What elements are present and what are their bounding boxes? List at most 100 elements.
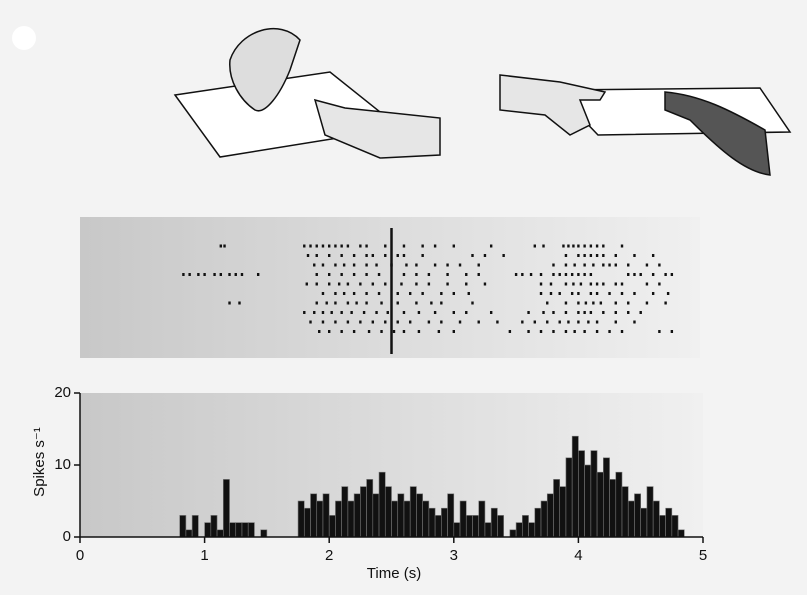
bar	[472, 515, 478, 537]
bar	[423, 501, 429, 537]
spike-tick	[658, 264, 660, 267]
spike-tick	[671, 273, 673, 276]
spike-tick	[608, 330, 610, 333]
bar	[572, 436, 578, 537]
spike-tick	[615, 311, 617, 314]
spike-tick	[546, 302, 548, 305]
bar	[622, 487, 628, 537]
x-tick-label: 4	[574, 547, 582, 564]
spike-tick	[428, 273, 430, 276]
y-axis-label: Spikes s⁻¹	[31, 427, 48, 497]
spike-tick	[478, 321, 480, 324]
spike-tick	[446, 264, 448, 267]
bar	[335, 501, 341, 537]
bar	[641, 508, 647, 537]
spike-tick	[615, 321, 617, 324]
spike-tick	[384, 245, 386, 248]
bar	[510, 530, 516, 537]
spike-tick	[405, 264, 407, 267]
spike-tick	[646, 264, 648, 267]
bar	[205, 523, 211, 537]
spike-tick	[596, 321, 598, 324]
spike-tick	[318, 330, 320, 333]
spike-tick	[602, 283, 604, 286]
spike-tick	[403, 245, 405, 248]
bar	[441, 508, 447, 537]
spike-tick	[577, 273, 579, 276]
spike-tick	[368, 330, 370, 333]
spike-tick	[453, 311, 455, 314]
spike-tick	[415, 273, 417, 276]
spike-tick	[602, 245, 604, 248]
spike-tick	[306, 283, 308, 286]
spike-tick	[380, 302, 382, 305]
spike-tick	[334, 302, 336, 305]
bar	[522, 515, 528, 537]
spike-tick	[343, 264, 345, 267]
bar	[591, 451, 597, 537]
spike-tick	[365, 264, 367, 267]
spike-tick	[446, 283, 448, 286]
spike-tick	[565, 283, 567, 286]
bar	[535, 508, 541, 537]
spike-tick	[375, 311, 377, 314]
bar	[261, 530, 267, 537]
spike-tick	[550, 283, 552, 286]
spike-tick	[577, 245, 579, 248]
spike-tick	[343, 292, 345, 295]
bar	[311, 494, 317, 537]
spike-tick	[459, 321, 461, 324]
spike-tick	[552, 311, 554, 314]
spike-tick	[223, 245, 225, 248]
bar	[547, 494, 553, 537]
spike-tick	[587, 321, 589, 324]
bar	[448, 494, 454, 537]
spike-tick	[438, 330, 440, 333]
spike-tick	[372, 283, 374, 286]
bar	[485, 523, 491, 537]
spike-tick	[573, 264, 575, 267]
spike-tick	[465, 273, 467, 276]
spike-tick	[652, 292, 654, 295]
spike-tick	[347, 302, 349, 305]
spike-tick	[572, 245, 574, 248]
bar	[186, 530, 192, 537]
bar	[392, 501, 398, 537]
spike-tick	[340, 311, 342, 314]
spike-tick	[334, 292, 336, 295]
spike-tick	[565, 273, 567, 276]
spike-tick	[363, 311, 365, 314]
bar	[404, 501, 410, 537]
bar	[223, 479, 229, 537]
spike-tick	[468, 292, 470, 295]
spike-tick	[440, 292, 442, 295]
spike-tick	[596, 283, 598, 286]
spike-tick	[334, 264, 336, 267]
spike-tick	[627, 311, 629, 314]
spike-tick	[353, 292, 355, 295]
bar	[416, 494, 422, 537]
spike-tick	[465, 283, 467, 286]
spike-tick	[328, 283, 330, 286]
spike-tick	[415, 264, 417, 267]
spike-tick	[316, 245, 318, 248]
y-tick-label: 0	[63, 528, 71, 545]
spike-tick	[409, 321, 411, 324]
spike-tick	[542, 311, 544, 314]
spike-tick	[309, 245, 311, 248]
bar	[616, 472, 622, 537]
spike-tick	[577, 321, 579, 324]
bar	[497, 515, 503, 537]
spike-tick	[440, 321, 442, 324]
spike-tick	[235, 273, 237, 276]
bar	[603, 458, 609, 537]
spike-tick	[658, 283, 660, 286]
spike-tick	[577, 292, 579, 295]
illustration-left	[175, 29, 440, 158]
x-tick-label: 5	[699, 547, 707, 564]
bar	[653, 501, 659, 537]
spike-tick	[446, 273, 448, 276]
spike-tick	[316, 273, 318, 276]
spike-tick	[559, 292, 561, 295]
spike-tick	[347, 283, 349, 286]
